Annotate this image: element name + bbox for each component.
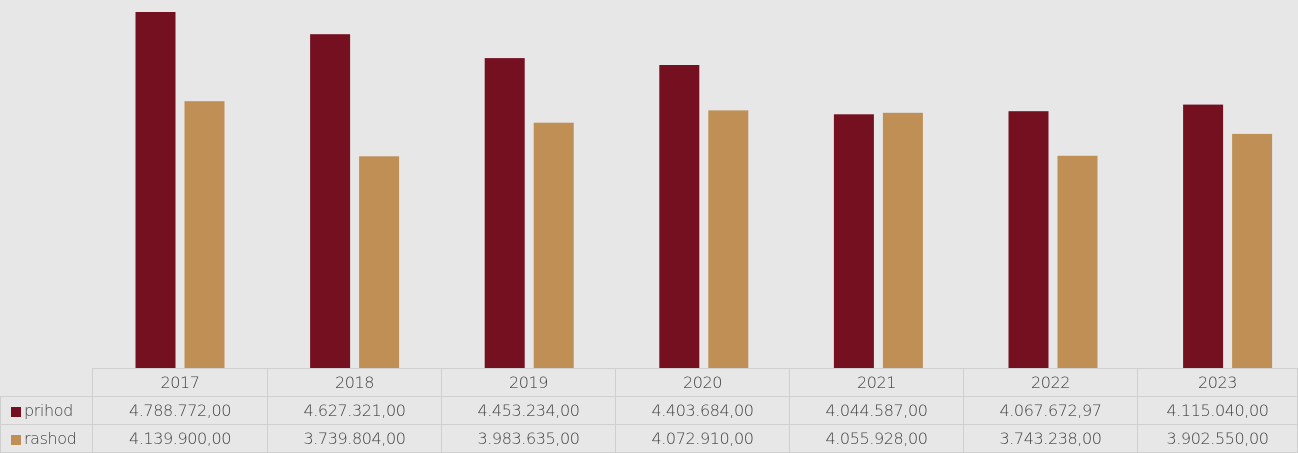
bar-rashod-2018 (359, 156, 400, 368)
category-label: 2017 (92, 368, 268, 397)
table-row-rashod: rashod 4.139.900,00 3.739.804,00 3.983.6… (0, 424, 1298, 453)
table-header-row: 2017 2018 2019 2020 2021 2022 2023 (0, 368, 1298, 397)
bar-rashod-2017 (184, 101, 225, 368)
legend-key-prihod (11, 407, 21, 417)
data-label: 3.902.550,00 (1137, 424, 1298, 453)
bar-rashod-2022 (1057, 155, 1098, 368)
bar-prihod-2020 (659, 65, 700, 368)
data-label: 4.055.928,00 (789, 424, 964, 453)
data-table: 2017 2018 2019 2020 2021 2022 2023 priho… (0, 368, 1298, 453)
data-label: 4.072.910,00 (615, 424, 790, 453)
bar-prihod-2019 (484, 58, 525, 368)
category-label: 2023 (1137, 368, 1298, 397)
category-label: 2019 (441, 368, 616, 397)
data-label: 4.453.234,00 (441, 396, 616, 425)
legend-entry-prihod: prihod (0, 396, 93, 425)
table-row-prihod: prihod 4.788.772,00 4.627.321,00 4.453.2… (0, 396, 1298, 425)
category-label: 2018 (267, 368, 442, 397)
bar-rashod-2023 (1232, 133, 1273, 368)
bar-rashod-2020 (708, 110, 749, 368)
data-label: 4.627.321,00 (267, 396, 442, 425)
series-name: prihod (24, 401, 73, 420)
bar-prihod-2017 (135, 12, 176, 368)
category-label: 2020 (615, 368, 790, 397)
category-label: 2022 (963, 368, 1138, 397)
bar-rashod-2021 (882, 112, 923, 368)
bar-chart (135, 12, 1273, 368)
bar-prihod-2022 (1008, 111, 1049, 368)
data-label: 3.743.238,00 (963, 424, 1138, 453)
data-label: 4.115.040,00 (1137, 396, 1298, 425)
data-label: 3.739.804,00 (267, 424, 442, 453)
table-corner (0, 368, 93, 397)
bar-prihod-2018 (310, 34, 351, 368)
chart-plot-area (135, 12, 1273, 368)
data-label: 4.044.587,00 (789, 396, 964, 425)
data-label: 4.403.684,00 (615, 396, 790, 425)
data-label: 4.067.672,97 (963, 396, 1138, 425)
data-label: 3.983.635,00 (441, 424, 616, 453)
legend-entry-rashod: rashod (0, 424, 93, 453)
series-name: rashod (24, 429, 77, 448)
legend-key-rashod (11, 435, 21, 445)
bar-prihod-2021 (833, 114, 874, 368)
bar-rashod-2019 (533, 122, 574, 368)
data-label: 4.139.900,00 (92, 424, 268, 453)
bar-prihod-2023 (1183, 104, 1224, 368)
category-label: 2021 (789, 368, 964, 397)
data-label: 4.788.772,00 (92, 396, 268, 425)
